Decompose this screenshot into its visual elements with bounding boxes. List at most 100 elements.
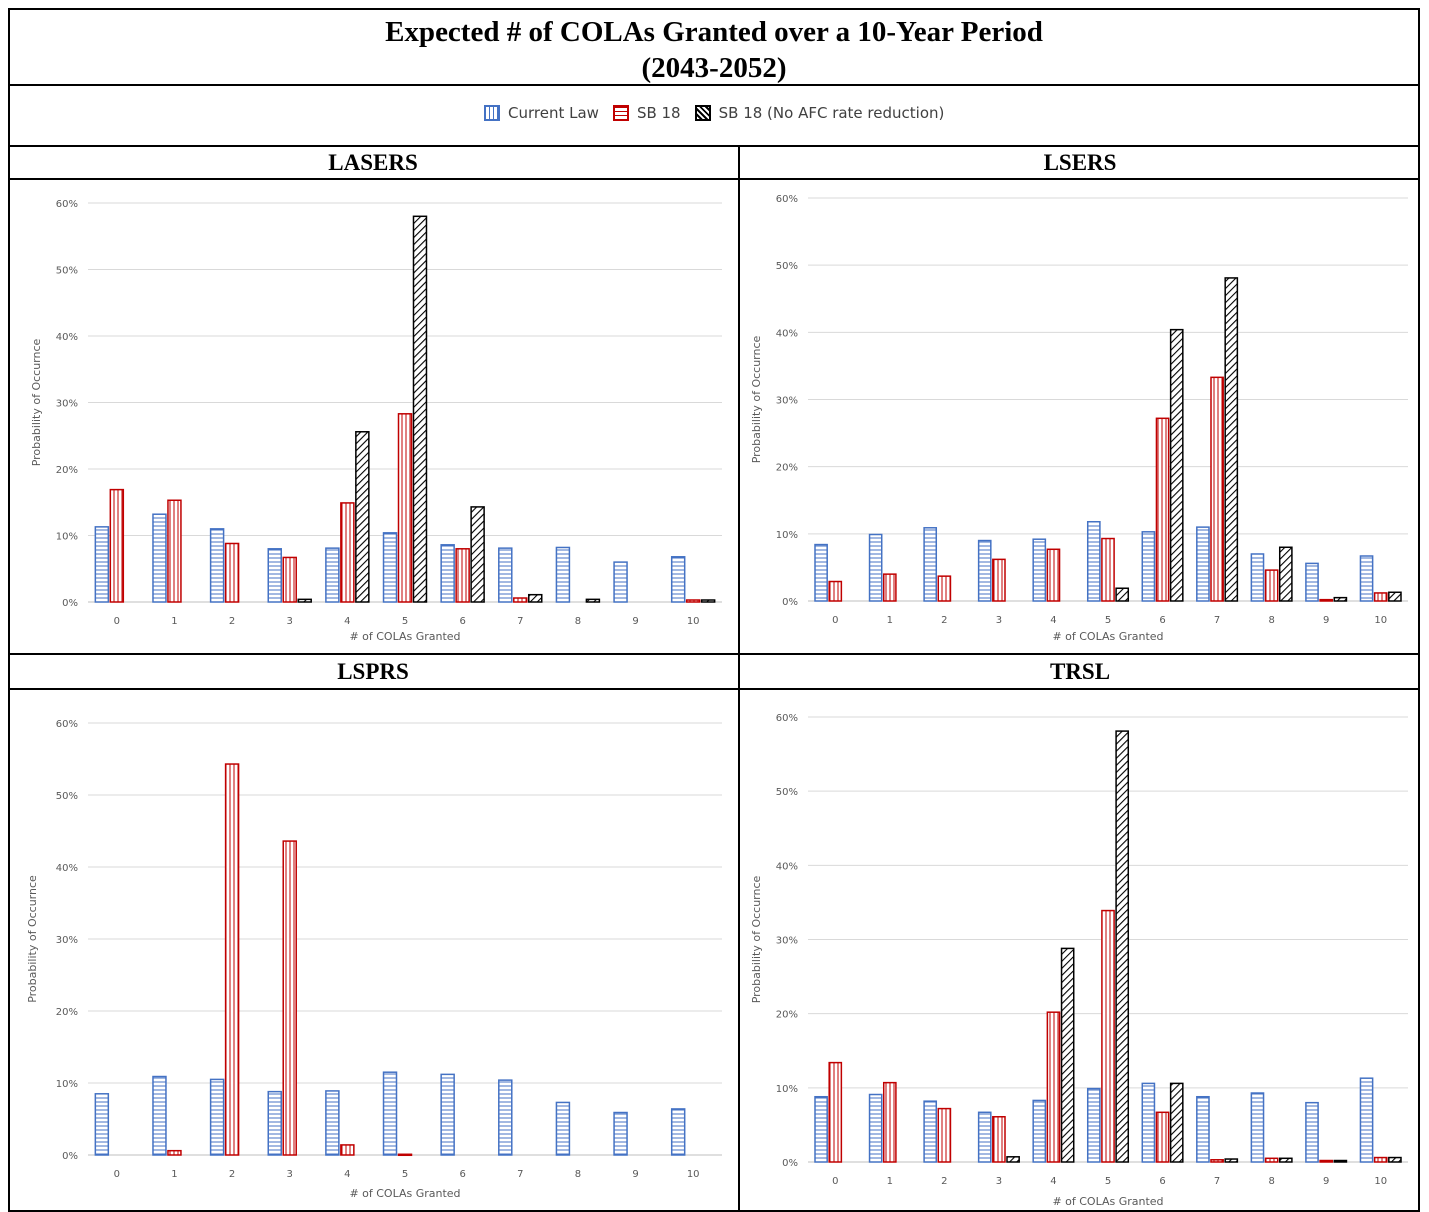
x-tick-label: 0 (114, 616, 120, 627)
x-tick-label: 10 (1374, 615, 1387, 626)
x-tick-label: 8 (575, 1169, 581, 1180)
x-tick-label: 0 (114, 1169, 120, 1180)
bar-sb-18-7 (1210, 1159, 1224, 1163)
bar-sb-18-0 (109, 488, 125, 603)
x-tick-label: 8 (1268, 1176, 1274, 1187)
x-tick-label: 1 (171, 616, 177, 627)
bar-sb-18-1 (167, 499, 182, 603)
y-tick-label: 50% (776, 261, 798, 272)
x-tick-label: 7 (1214, 615, 1220, 626)
bar-current-law-7 (1196, 1095, 1210, 1163)
legend-label-sb18: SB 18 (636, 104, 681, 122)
figure-title-box: Expected # of COLAs Granted over a 10-Ye… (8, 8, 1420, 86)
bar-current-law-0 (814, 1095, 828, 1163)
panel-title-trsl: TRSL (1049, 659, 1111, 684)
chart-lasers: 0% 10% 20% 30% 40% 50% 60% 0 1 2 3 4 5 6 7 8 9 10 # of COL… (30, 199, 722, 643)
x-axis-title: # of COLAs Granted (1052, 630, 1163, 643)
panel-divider-vertical (738, 147, 740, 1212)
bar-sb-18-no-afc-rate-reduction-8 (585, 598, 601, 603)
bar-sb-18-no-afc-rate-reduction-6 (470, 506, 485, 603)
bar-current-law-4 (325, 1090, 340, 1156)
bar-current-law-4 (325, 547, 340, 603)
bar-sb-18-4 (1046, 548, 1061, 602)
bar-current-law-10 (1359, 555, 1374, 602)
bar-sb-18-10 (1373, 1156, 1388, 1163)
y-tick-label: 10% (776, 530, 798, 541)
bar-sb-18-no-afc-rate-reduction-8 (1278, 1157, 1293, 1163)
x-tick-label: 9 (632, 616, 638, 627)
y-tick-label: 10% (56, 532, 78, 543)
bar-current-law-10 (670, 1108, 686, 1156)
bar-current-law-6 (440, 1073, 455, 1156)
bar-sb-18-no-afc-rate-reduction-10 (1388, 591, 1402, 602)
bar-current-law-8 (555, 546, 571, 603)
bar-sb-18-no-afc-rate-reduction-10 (1388, 1156, 1402, 1163)
bar-current-law-9 (1305, 1101, 1319, 1163)
x-tick-label: 3 (996, 1176, 1002, 1187)
y-tick-label: 30% (776, 936, 798, 947)
y-axis-title: Probability of Occurnce (750, 335, 763, 463)
x-tick-label: 4 (344, 616, 350, 627)
x-tick-label: 0 (832, 615, 838, 626)
bar-sb-18-0 (828, 580, 843, 602)
bar-current-law-5 (1086, 520, 1101, 602)
y-tick-label: 40% (776, 861, 798, 872)
chart-lsprs: 0% 10% 20% 30% 40% 50% 60% 0 1 2 3 4 5 6 7 8 9 10 # of COL… (26, 719, 722, 1200)
y-tick-label: 0% (782, 597, 798, 608)
bar-current-law-1 (152, 1075, 167, 1156)
y-tick-label: 40% (56, 863, 78, 874)
bar-sb-18-9 (1319, 1159, 1334, 1163)
y-tick-label: 0% (62, 598, 78, 609)
y-tick-label: 60% (56, 719, 78, 730)
legend-swatch-sb18-no-afc (694, 105, 711, 121)
panel-divider-middle (8, 653, 1420, 655)
x-tick-label: 1 (171, 1169, 177, 1180)
x-tick-label: 2 (229, 616, 235, 627)
bar-sb-18-6 (1155, 1111, 1170, 1163)
bar-sb-18-2 (937, 1107, 952, 1163)
x-tick-label: 8 (1268, 615, 1274, 626)
bar-current-law-5 (1086, 1087, 1101, 1163)
x-tick-label: 6 (459, 1169, 465, 1180)
y-tick-label: 30% (56, 935, 78, 946)
bar-sb-18-9 (1319, 598, 1334, 602)
x-tick-label: 6 (1159, 615, 1165, 626)
bar-sb-18-3 (282, 556, 297, 603)
x-tick-label: 7 (517, 616, 523, 627)
y-tick-label: 10% (776, 1084, 798, 1095)
y-tick-label: 60% (776, 713, 798, 724)
panel-title-lasers: LASERS (328, 150, 418, 175)
y-tick-label: 10% (56, 1079, 78, 1090)
x-tick-label: 4 (1050, 1176, 1056, 1187)
bar-sb-18-no-afc-rate-reduction-4 (1060, 947, 1075, 1163)
bar-current-law-7 (498, 547, 513, 603)
panel-title-lsers: LSERS (1043, 150, 1117, 175)
y-tick-label: 0% (62, 1151, 78, 1162)
bar-sb-18-no-afc-rate-reduction-8 (1278, 546, 1293, 602)
bar-sb-18-no-afc-rate-reduction-4 (355, 431, 370, 603)
bar-sb-18-4 (340, 502, 355, 603)
bar-current-law-2 (209, 528, 225, 603)
bar-current-law-4 (1032, 538, 1047, 602)
bar-sb-18-2 (224, 763, 240, 1156)
bar-sb-18-no-afc-rate-reduction-7 (1224, 1158, 1239, 1163)
x-tick-label: 4 (1050, 615, 1056, 626)
bar-sb-18-no-afc-rate-reduction-5 (1115, 730, 1130, 1163)
bar-current-law-10 (1359, 1077, 1374, 1163)
x-tick-label: 3 (287, 1169, 293, 1180)
legend: Current Law SB 18 SB 18 (No AFC rate red… (484, 104, 958, 122)
legend-swatch-current-law (484, 105, 500, 121)
bar-sb-18-8 (1264, 1157, 1279, 1163)
y-tick-label: 40% (56, 332, 78, 343)
panel-title-divider-bottom (8, 688, 1420, 690)
bar-current-law-9 (613, 561, 628, 603)
x-tick-label: 9 (1323, 615, 1329, 626)
bar-current-law-8 (1250, 553, 1265, 602)
figure-frame (8, 8, 1420, 1212)
legend-item-sb18-no-afc: SB 18 (No AFC rate reduction) (694, 104, 944, 122)
bar-sb-18-6 (455, 548, 470, 603)
x-tick-label: 1 (887, 615, 893, 626)
y-tick-label: 0% (782, 1158, 798, 1169)
bar-sb-18-no-afc-rate-reduction-9 (1333, 596, 1348, 602)
